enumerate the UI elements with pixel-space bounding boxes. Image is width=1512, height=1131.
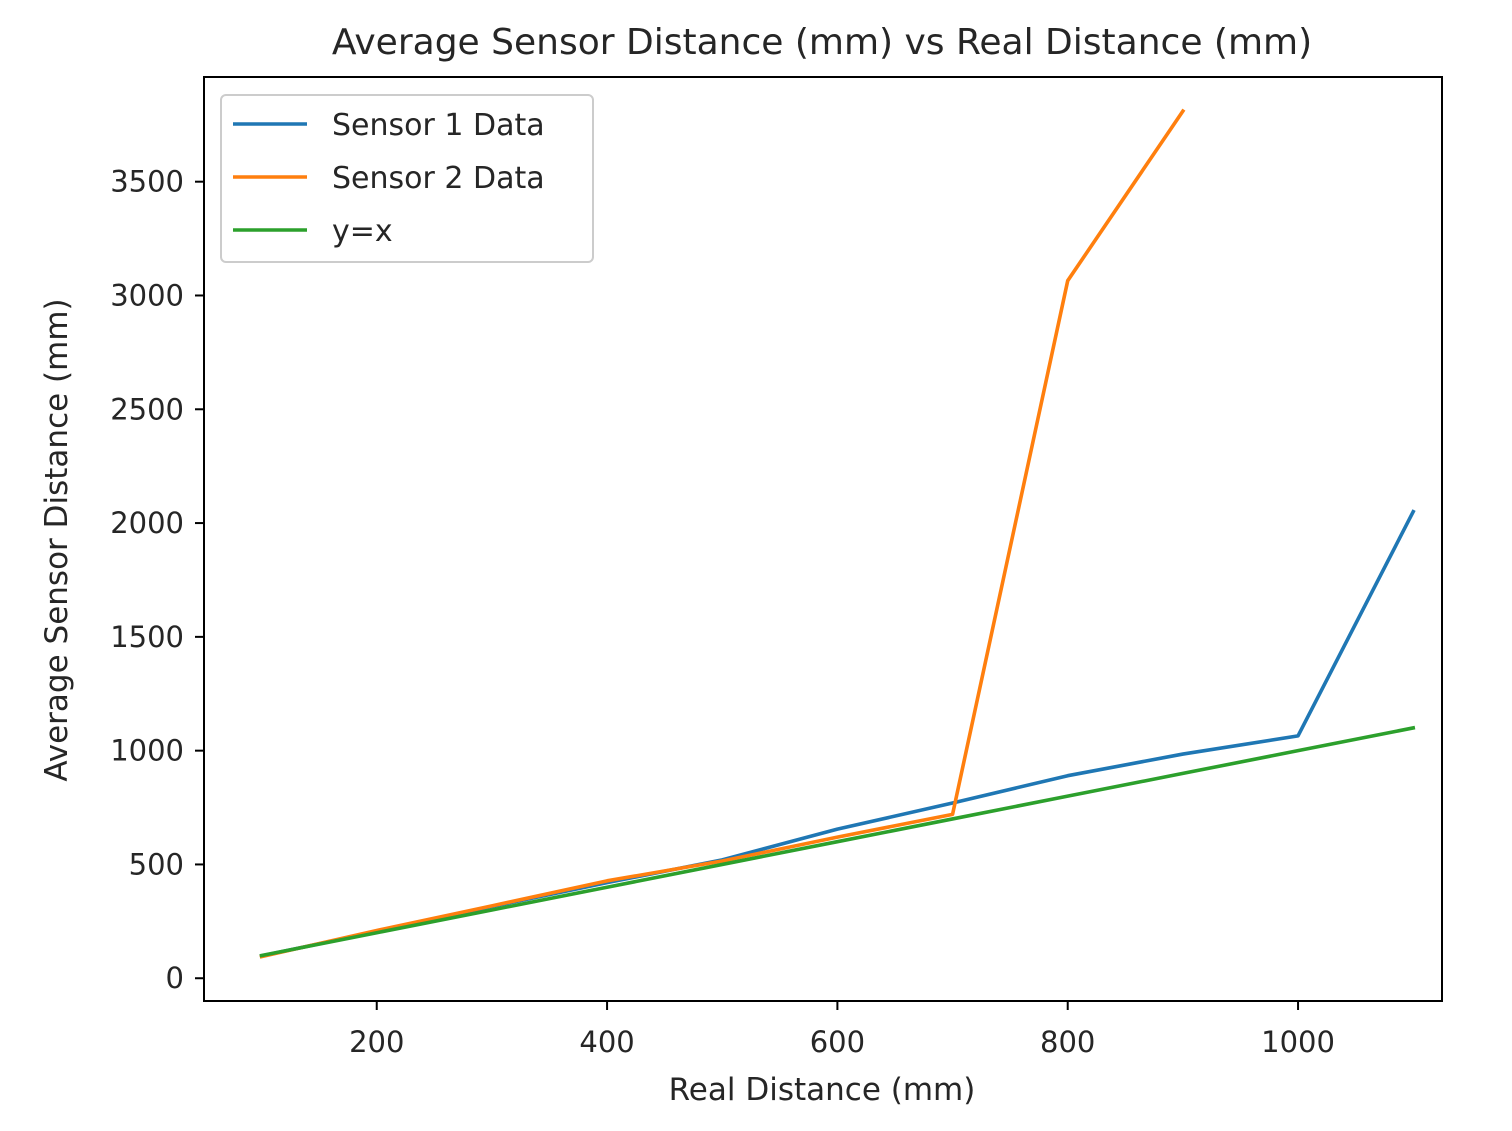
y-tick-label: 1000 [110, 734, 184, 768]
y-tick-label: 3500 [110, 165, 184, 199]
legend-label: y=x [332, 214, 393, 249]
x-axis-label: Real Distance (mm) [669, 1072, 976, 1108]
y-tick-label: 1500 [110, 620, 184, 654]
legend-label: Sensor 2 Data [332, 161, 545, 196]
series-line-2 [259, 108, 1186, 959]
chart-title: Average Sensor Distance (mm) vs Real Dis… [332, 22, 1312, 63]
x-tick-label: 800 [1040, 1025, 1095, 1059]
legend-label: Sensor 1 Data [332, 108, 545, 143]
x-tick-label: 400 [579, 1025, 634, 1059]
series-line-3 [259, 725, 1416, 958]
legend-box [220, 94, 594, 263]
plot-frame [203, 76, 1443, 1002]
y-tick-label: 3000 [110, 278, 184, 312]
plot-area: 200 400 600 800 1000 0 500 1000 1500 2000 2500 3000… [110, 76, 1443, 1059]
series-layer [259, 108, 1416, 959]
y-tick-label: 0 [166, 961, 184, 995]
x-tick-label: 200 [349, 1025, 404, 1059]
y-axis-label: Average Sensor Distance (mm) [39, 298, 75, 781]
y-tick-label: 2000 [110, 506, 184, 540]
y-tick-label: 500 [129, 847, 184, 881]
x-tick-label: 600 [810, 1025, 865, 1059]
y-tick-label: 2500 [110, 392, 184, 426]
x-tick-label: 1000 [1261, 1025, 1335, 1059]
legend: Sensor 1 Data Sensor 2 Data y=x [220, 94, 594, 263]
